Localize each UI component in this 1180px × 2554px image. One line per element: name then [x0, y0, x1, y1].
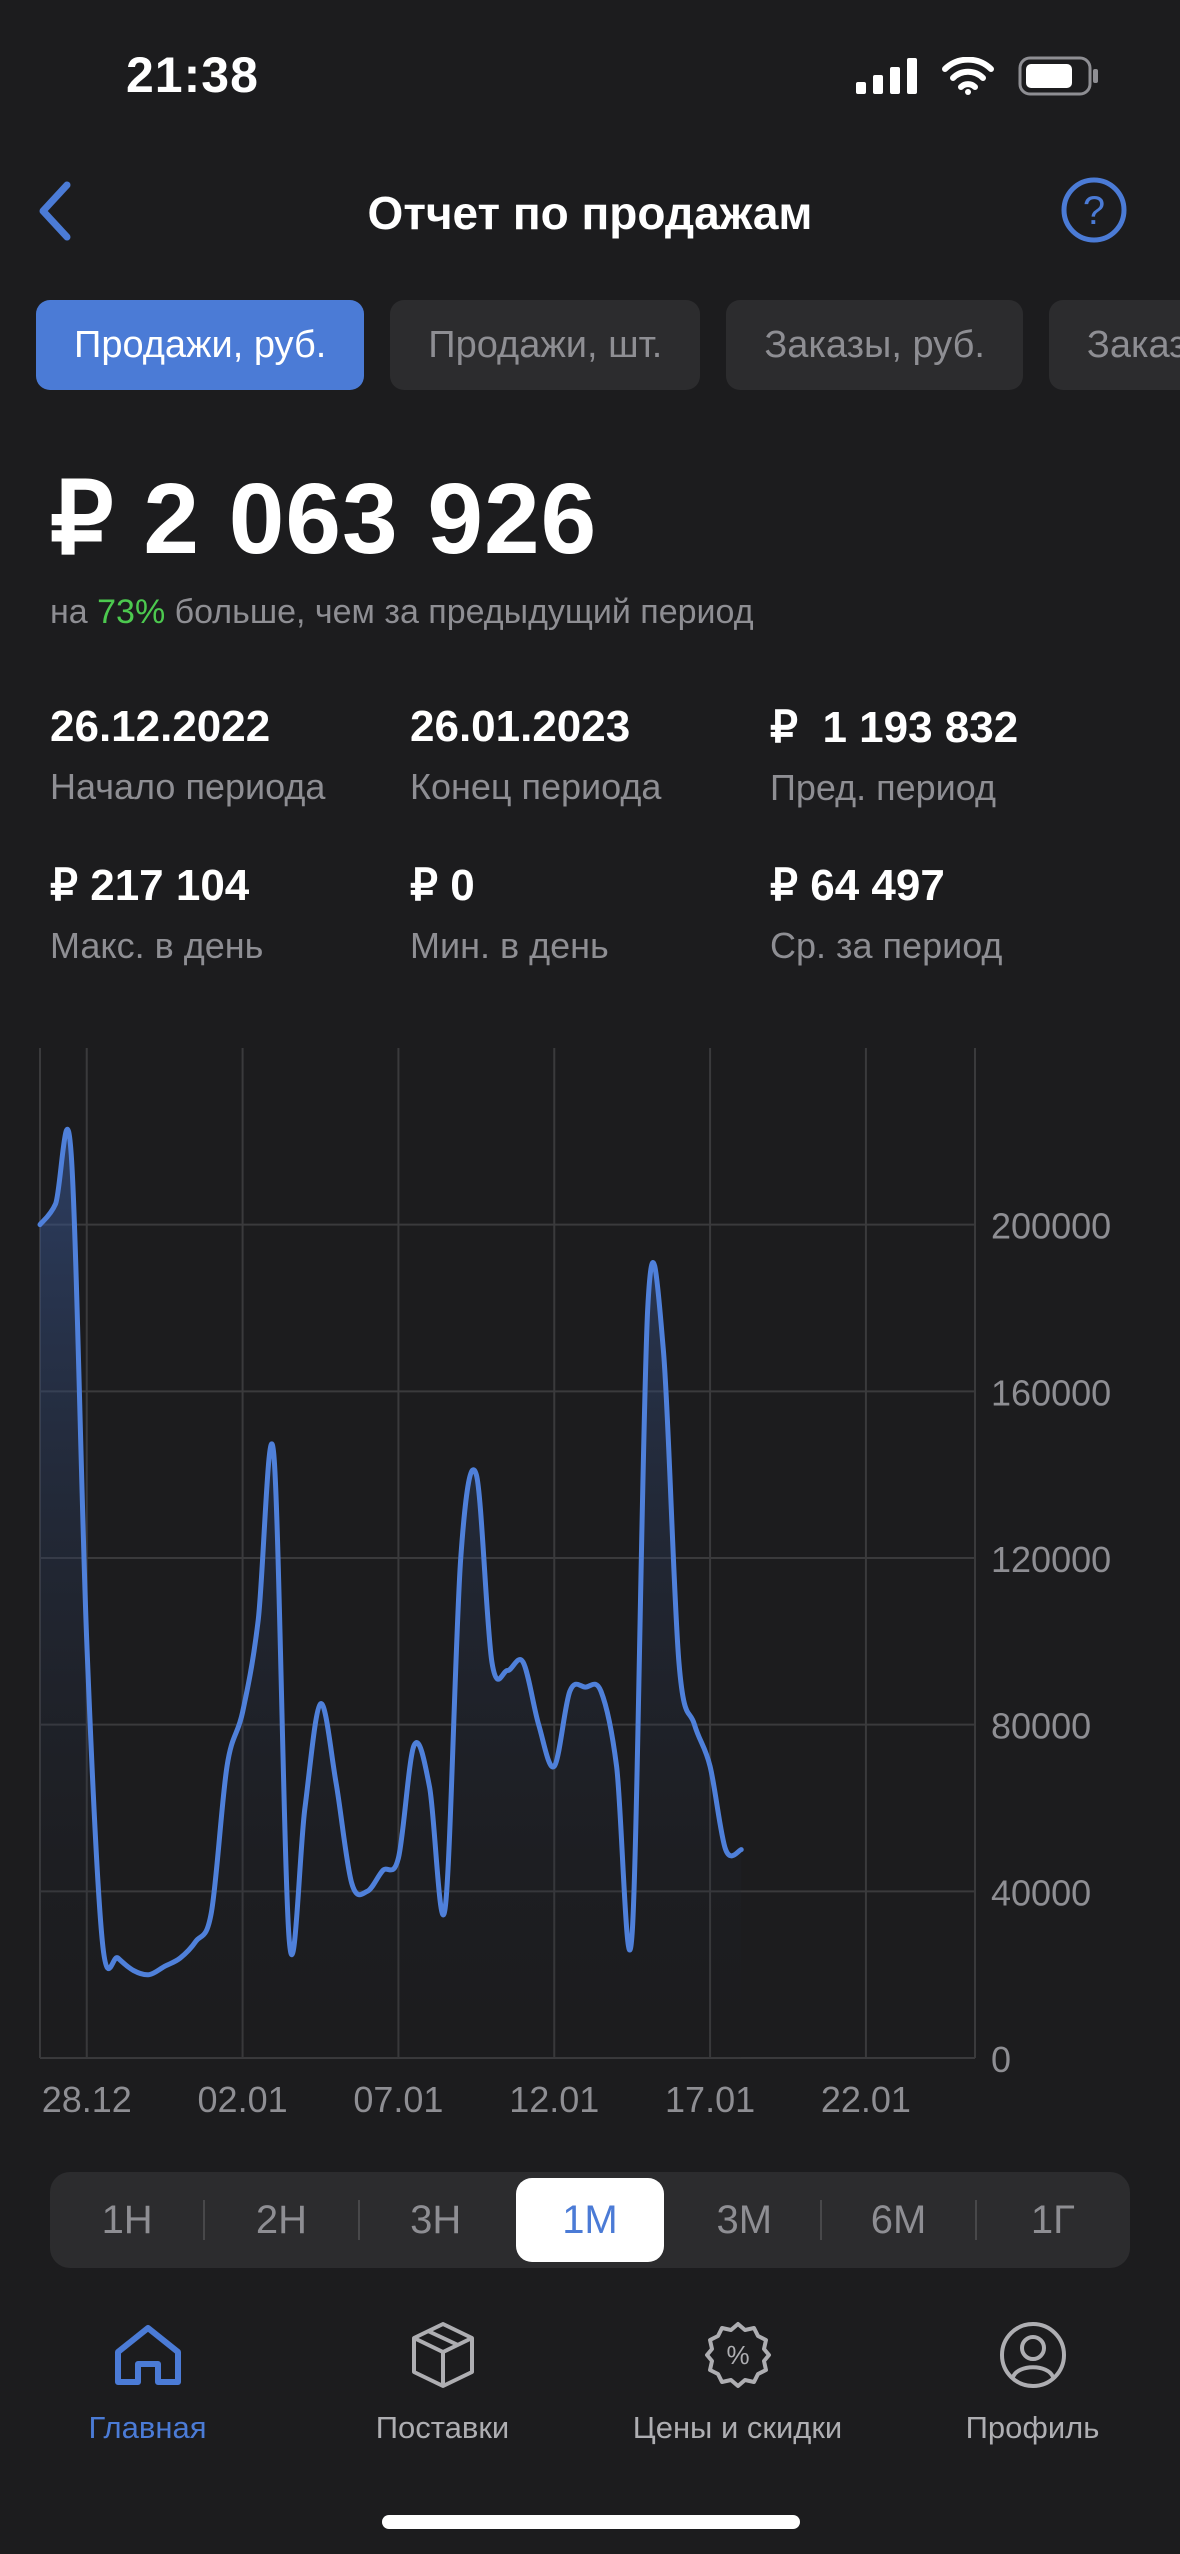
stat-value: ₽ 0	[410, 861, 475, 910]
status-icons	[856, 56, 1100, 96]
x-tick-label: 07.01	[353, 2079, 443, 2120]
nav-home[interactable]: Главная	[0, 2310, 295, 2480]
series-area	[40, 1129, 742, 2058]
nav-prices[interactable]: % Цены и скидки	[590, 2310, 885, 2480]
tab-sales-rub[interactable]: Продажи, руб.	[36, 300, 365, 390]
nav-supplies[interactable]: Поставки	[295, 2310, 590, 2480]
home-icon	[114, 2325, 181, 2385]
comparison-prefix: на	[50, 593, 98, 631]
comparison-percent: 73%	[97, 593, 166, 631]
home-indicator	[382, 2515, 800, 2529]
help-icon: ?	[1061, 177, 1127, 243]
nav-bar: Отчет по продажам ?	[0, 170, 1180, 250]
y-tick-label: 0	[991, 2039, 1011, 2080]
range-3w[interactable]: 3Н	[410, 2197, 462, 2242]
stat-period-start: 26.12.2022 Начало периода	[50, 702, 325, 808]
bottom-nav: Главная Поставки % Цены и скидки	[0, 2310, 1180, 2480]
range-selector: 1Н 2Н 3Н 1М 3М 6М 1Г	[50, 2172, 1130, 2268]
stat-label: Пред. период	[770, 767, 997, 808]
status-time: 21:38	[126, 47, 259, 103]
profile-icon	[999, 2322, 1066, 2388]
page-title: Отчет по продажам	[367, 187, 813, 239]
stat-min-day: ₽ 0 Мин. в день	[410, 860, 609, 967]
sales-chart[interactable]: 0 40000 80000 120000 160000 200000 28.12 02.01 0…	[0, 1040, 1180, 2130]
back-button[interactable]	[20, 176, 90, 246]
box-icon	[411, 2322, 474, 2388]
series-line	[37, 1126, 744, 1978]
range-2w[interactable]: 2Н	[207, 2178, 360, 2262]
range-3m[interactable]: 3М	[670, 2178, 823, 2262]
x-tick-label: 12.01	[509, 2079, 599, 2120]
y-tick-label: 160000	[991, 1372, 1111, 1413]
battery-icon	[1018, 56, 1098, 96]
tab-sales-pcs[interactable]: Продажи, шт.	[390, 300, 701, 390]
x-tick-label: 02.01	[198, 2079, 288, 2120]
x-tick-label: 17.01	[665, 2079, 755, 2120]
metric-tabs: Продажи, руб. Продажи, шт. Заказы, руб. …	[36, 300, 1180, 390]
stat-max-day: ₽ 217 104 Макс. в день	[50, 860, 263, 967]
stat-value: ₽ 64 497	[770, 861, 945, 910]
svg-text:?: ?	[1083, 189, 1105, 233]
range-6m[interactable]: 6М	[824, 2178, 977, 2262]
total-sales-value: ₽ 2 063 926	[50, 463, 598, 575]
stat-label: Начало периода	[50, 766, 326, 807]
y-tick-label: 40000	[991, 1872, 1091, 1913]
stat-label: Мин. в день	[410, 925, 609, 966]
status-bar: 21:38	[0, 0, 1180, 150]
discount-icon: %	[704, 2322, 771, 2388]
stat-prev-period: ₽ 1 193 832 Пред. период	[770, 702, 1018, 809]
stat-avg-period: ₽ 64 497 Ср. за период	[770, 860, 1002, 967]
stat-period-end: 26.01.2023 Конец периода	[410, 702, 661, 808]
nav-profile[interactable]: Профиль	[885, 2310, 1180, 2480]
chevron-left-icon	[39, 181, 71, 241]
tab-orders-pcs[interactable]: Заказы, шт.	[1048, 300, 1180, 390]
tab-orders-rub[interactable]: Заказы, руб.	[726, 300, 1023, 390]
svg-text:%: %	[726, 2340, 749, 2370]
comparison-suffix: больше, чем за предыдущий период	[165, 593, 754, 631]
signal-icon	[856, 58, 917, 94]
stat-label: Макс. в день	[50, 925, 264, 966]
stat-label: Ср. за период	[770, 925, 1003, 966]
x-tick-label: 28.12	[42, 2079, 132, 2120]
x-tick-label: 22.01	[821, 2079, 911, 2120]
nav-label: Профиль	[965, 2410, 1100, 2445]
nav-label: Цены и скидки	[632, 2410, 843, 2445]
wifi-icon	[942, 57, 994, 95]
y-tick-label: 120000	[991, 1539, 1111, 1580]
y-tick-label: 80000	[991, 1706, 1091, 1747]
range-1y[interactable]: 1Г	[1030, 2197, 1075, 2242]
stat-label: Конец периода	[410, 766, 662, 807]
comparison-text: на 73% больше, чем за предыдущий период	[50, 593, 754, 632]
y-tick-label: 200000	[991, 1206, 1111, 1247]
stat-value: ₽ 1 193 832	[770, 703, 1019, 752]
stat-value: ₽ 217 104	[50, 861, 250, 910]
nav-label: Поставки	[375, 2410, 510, 2445]
range-1w[interactable]: 1Н	[53, 2178, 206, 2262]
help-button[interactable]: ?	[1060, 176, 1128, 244]
sales-chart-svg: 0 40000 80000 120000 160000 200000 28.12 02.01 0…	[37, 1048, 1111, 2120]
range-1m[interactable]: 1М	[515, 2178, 665, 2262]
nav-label: Главная	[88, 2410, 207, 2445]
stat-value: 26.12.2022	[50, 702, 271, 751]
stat-value: 26.01.2023	[410, 702, 631, 751]
